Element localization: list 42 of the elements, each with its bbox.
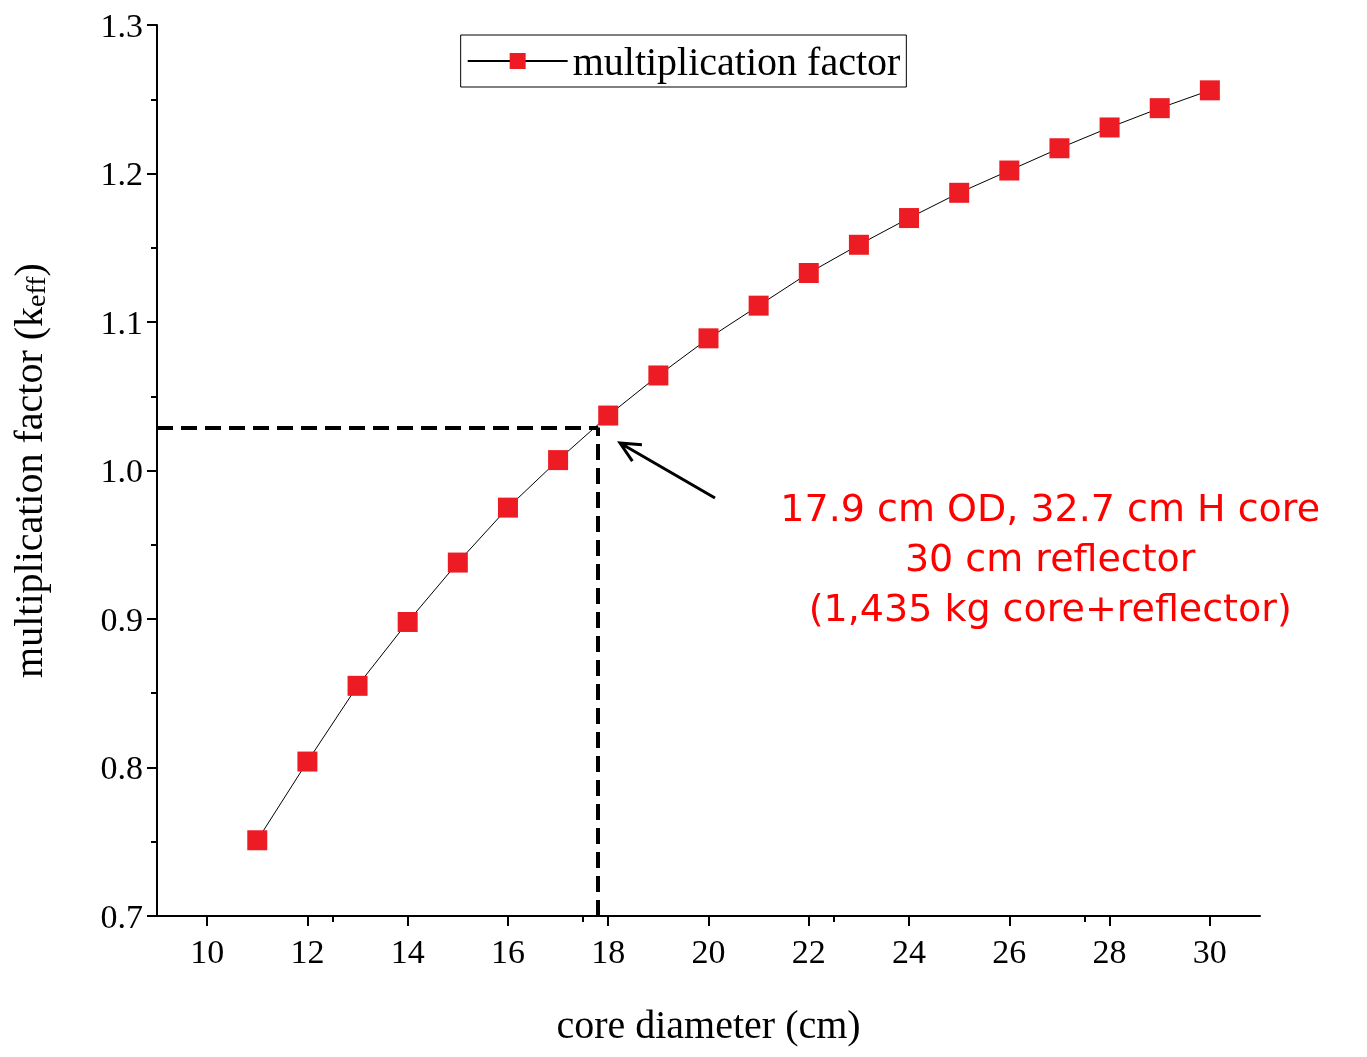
point [1199, 80, 1220, 101]
point [447, 552, 468, 573]
x-tick-label: 20 [691, 932, 726, 970]
point [548, 450, 569, 471]
point [698, 328, 719, 349]
point [1099, 117, 1120, 138]
point [347, 675, 368, 696]
point [648, 365, 669, 386]
x-tick-label: 28 [1092, 932, 1127, 970]
point [848, 234, 869, 255]
point [899, 208, 920, 229]
y-tick-label: 0.9 [100, 600, 143, 638]
point [497, 497, 518, 518]
x-tick-label: 12 [290, 932, 325, 970]
point [397, 611, 418, 632]
point [297, 751, 318, 772]
y-axis-title: multiplication factor (keff) [5, 263, 51, 678]
x-tick-label: 18 [591, 932, 626, 970]
x-tick-label: 16 [490, 932, 525, 970]
legend-label: multiplication factor [572, 38, 901, 84]
point [1049, 138, 1070, 159]
point [247, 830, 268, 851]
x-tick-label: 24 [892, 932, 927, 970]
x-tick-label: 10 [190, 932, 225, 970]
y-tick-label: 1.0 [100, 452, 143, 489]
y-tick-label: 1.2 [100, 155, 143, 192]
x-tick-label: 26 [992, 932, 1027, 970]
point [748, 295, 769, 316]
x-axis-title: core diameter (cm) [556, 1001, 861, 1047]
point [999, 160, 1020, 181]
annotation: 17.9 cm OD, 32.7 cm H core 30 cm reflector (1,435 kg core+reflector) [780, 486, 1321, 631]
y-tick-label: 0.8 [100, 749, 143, 786]
x-tick-label: 14 [390, 932, 425, 970]
point [798, 262, 819, 283]
x-tick-label: 22 [791, 932, 826, 970]
y-tick-label: 0.7 [100, 897, 143, 935]
point [598, 405, 619, 426]
y-tick-label: 1.3 [100, 6, 143, 44]
y-tick-label: 1.1 [100, 303, 143, 341]
point [1149, 98, 1170, 119]
point [949, 182, 970, 203]
x-tick-label: 30 [1192, 932, 1227, 970]
